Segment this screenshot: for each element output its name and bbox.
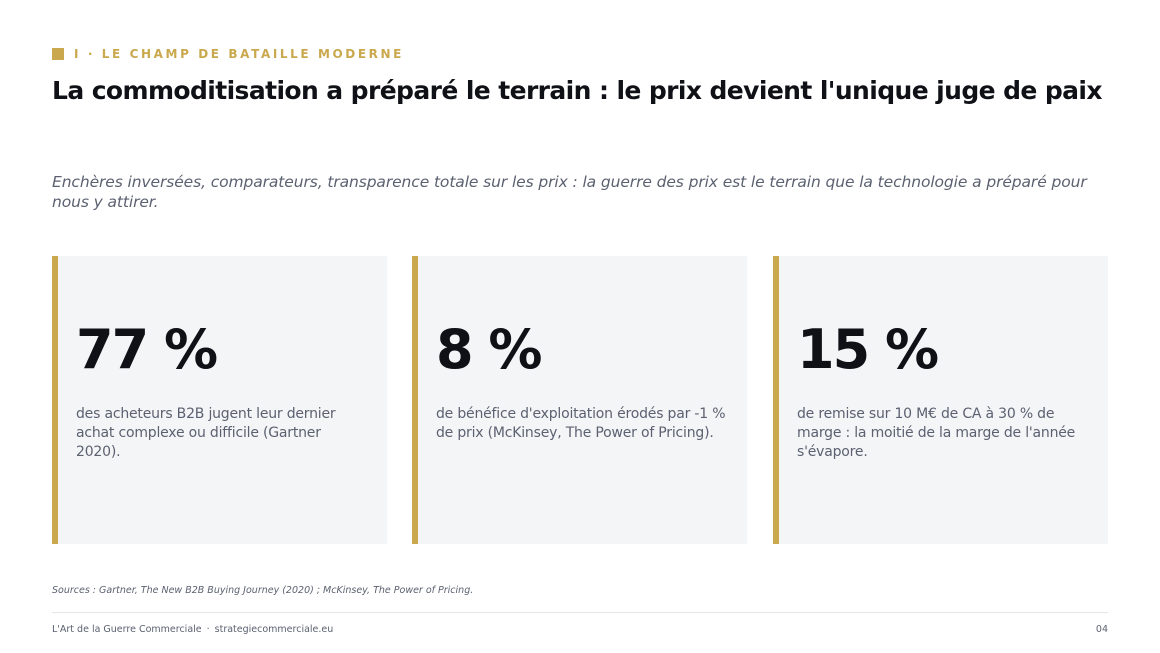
sources-note: Sources : Gartner, The New B2B Buying Jo… <box>52 585 474 596</box>
footer-brand: L'Art de la Guerre Commerciale <box>52 624 202 635</box>
stat-card: 77 % des acheteurs B2B jugent leur derni… <box>52 256 387 544</box>
stat-cards: 77 % des acheteurs B2B jugent leur derni… <box>52 256 1108 544</box>
section-kicker: I · LE CHAMP DE BATAILLE MODERNE <box>52 47 404 61</box>
slide-title: La commoditisation a préparé le terrain … <box>52 76 1103 105</box>
stat-card: 15 % de remise sur 10 M€ de CA à 30 % de… <box>773 256 1108 544</box>
stat-description: de bénéfice d'exploitation érodés par -1… <box>436 406 726 441</box>
footer-separator: · <box>206 624 210 635</box>
stat-value: 77 % <box>76 318 218 381</box>
slide-subtitle: Enchères inversées, comparateurs, transp… <box>52 173 1087 211</box>
stat-card: 8 % de bénéfice d'exploitation érodés pa… <box>412 256 747 544</box>
stat-description: de remise sur 10 M€ de CA à 30 % de marg… <box>797 406 1076 460</box>
stat-value: 15 % <box>797 318 939 381</box>
section-label: I · LE CHAMP DE BATAILLE MODERNE <box>74 47 404 61</box>
footer-brand-line: L'Art de la Guerre Commerciale · strategie… <box>52 623 333 636</box>
footer-website-link[interactable]: strategiecommerciale.eu <box>214 624 334 635</box>
card-accent-bar <box>773 256 779 544</box>
footer-divider <box>52 612 1108 613</box>
stat-description: des acheteurs B2B jugent leur dernier ac… <box>76 406 336 460</box>
stat-value: 8 % <box>436 318 542 381</box>
kicker-square-icon <box>52 48 64 60</box>
page-number: 04 <box>1095 624 1108 635</box>
card-accent-bar <box>52 256 58 544</box>
card-accent-bar <box>412 256 418 544</box>
